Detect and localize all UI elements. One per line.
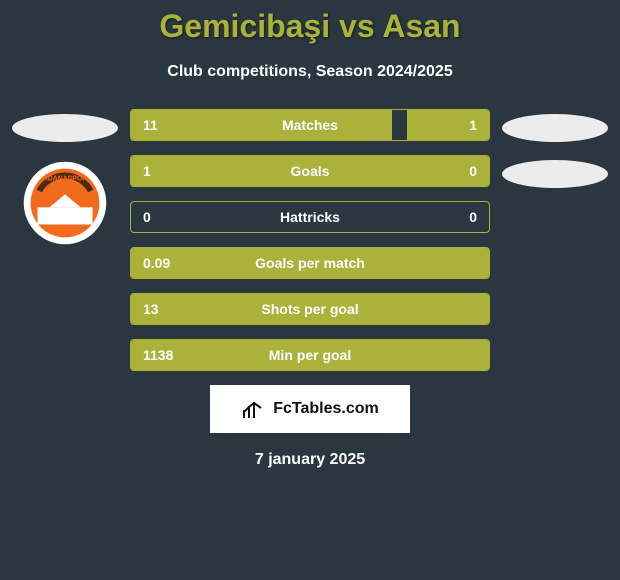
comparison-card: Gemicibaşi vs Asan Club competitions, Se… <box>0 0 620 469</box>
stat-value-right: 0 <box>469 163 477 179</box>
stat-bar-left <box>131 110 392 140</box>
stat-row: 1 Goals 0 <box>130 155 490 187</box>
stat-label: Matches <box>282 117 338 133</box>
stat-value-right: 1 <box>469 117 477 133</box>
subtitle: Club competitions, Season 2024/2025 <box>0 63 620 81</box>
stat-value-left: 11 <box>143 117 158 133</box>
stat-value-left: 0 <box>143 209 151 225</box>
stat-label: Goals per match <box>255 255 365 271</box>
date-label: 7 january 2025 <box>0 451 620 469</box>
stat-label: Min per goal <box>269 347 351 363</box>
club-badge-left: ADANASPOR <box>22 160 108 246</box>
stat-label: Shots per goal <box>261 301 358 317</box>
stat-row: 13 Shots per goal <box>130 293 490 325</box>
left-column: ADANASPOR <box>10 109 120 246</box>
stat-row: 11 Matches 1 <box>130 109 490 141</box>
stat-row: 1138 Min per goal <box>130 339 490 371</box>
oval-placeholder-right-1 <box>502 114 608 142</box>
stat-value-left: 13 <box>143 301 159 317</box>
oval-placeholder-left <box>12 114 118 142</box>
stat-value-left: 1138 <box>143 347 173 363</box>
stat-label: Hattricks <box>280 209 340 225</box>
content-row: ADANASPOR 11Matches11Goals00Hattricks00.… <box>0 109 620 371</box>
stat-label: Goals <box>291 163 330 179</box>
stat-value-left: 1 <box>143 163 151 179</box>
oval-placeholder-right-2 <box>502 160 608 188</box>
stat-value-right: 0 <box>469 209 477 225</box>
site-badge[interactable]: FcTables.com <box>210 385 410 433</box>
page-title: Gemicibaşi vs Asan <box>0 8 620 45</box>
stat-value-left: 0.09 <box>143 255 170 271</box>
stats-column: 11Matches11Goals00Hattricks00.09Goals pe… <box>130 109 490 371</box>
site-name: FcTables.com <box>273 400 379 418</box>
right-column <box>500 109 610 188</box>
stat-row: 0 Hattricks 0 <box>130 201 490 233</box>
chart-icon <box>241 396 267 422</box>
svg-text:ADANASPOR: ADANASPOR <box>43 176 87 183</box>
stat-row: 0.09 Goals per match <box>130 247 490 279</box>
